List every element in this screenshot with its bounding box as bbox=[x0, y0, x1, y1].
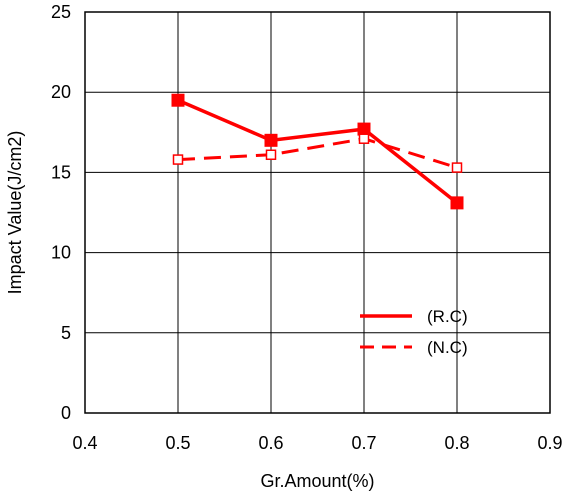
x-tick-label: 0.5 bbox=[165, 433, 190, 453]
x-tick-label: 0.6 bbox=[258, 433, 283, 453]
x-tick-labels: 0.4 0.5 0.6 0.7 0.8 0.9 bbox=[72, 433, 562, 453]
legend-label: (N.C) bbox=[427, 338, 468, 357]
series-layer bbox=[171, 93, 464, 210]
series-line bbox=[177, 137, 458, 170]
x-tick-label: 0.7 bbox=[351, 433, 376, 453]
series-1 bbox=[171, 93, 464, 210]
plot-frame bbox=[84, 11, 551, 414]
y-axis-title: Impact Value(J/cm2) bbox=[5, 131, 25, 295]
y-tick-label: 20 bbox=[51, 82, 71, 102]
x-axis-title: Gr.Amount(%) bbox=[260, 471, 374, 491]
data-point bbox=[265, 149, 277, 161]
y-tick-label: 25 bbox=[51, 2, 71, 22]
y-tick-label: 15 bbox=[51, 162, 71, 182]
data-point bbox=[451, 162, 463, 173]
data-point bbox=[171, 93, 185, 107]
data-point bbox=[172, 154, 184, 165]
series-line bbox=[177, 98, 459, 205]
data-point bbox=[264, 133, 278, 147]
data-point bbox=[358, 133, 370, 144]
data-point bbox=[450, 196, 464, 210]
gridlines bbox=[85, 12, 550, 413]
data-point bbox=[357, 122, 371, 136]
legend-label: (R.C) bbox=[427, 307, 468, 326]
x-tick-label: 0.8 bbox=[444, 433, 469, 453]
y-tick-label: 10 bbox=[51, 243, 71, 263]
series-2 bbox=[172, 133, 463, 173]
y-tick-label: 5 bbox=[61, 323, 71, 343]
x-tick-label: 0.9 bbox=[537, 433, 562, 453]
x-tick-label: 0.4 bbox=[72, 433, 97, 453]
plot-area bbox=[85, 12, 550, 413]
y-tick-label: 0 bbox=[61, 403, 71, 423]
y-tick-labels: 0 5 10 15 20 25 bbox=[51, 2, 71, 423]
legend: (R.C) (N.C) bbox=[360, 307, 468, 357]
